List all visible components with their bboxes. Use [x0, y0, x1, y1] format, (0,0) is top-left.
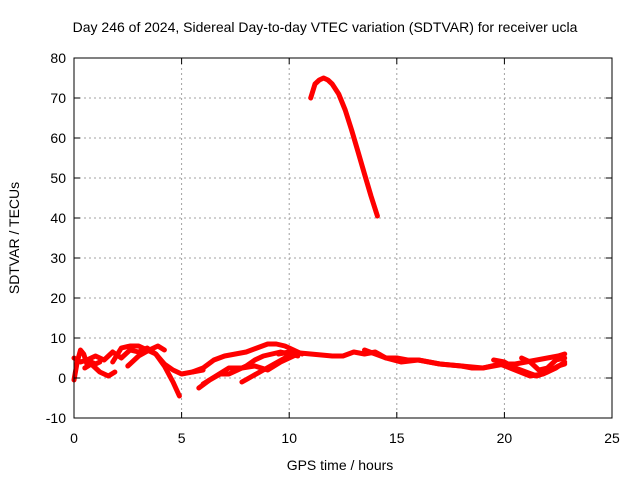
y-tick-label: 50: [50, 170, 66, 186]
series-line-arc-9: [239, 351, 296, 385]
series-line-arc-12: [491, 357, 568, 379]
x-tick-label: 10: [281, 430, 297, 446]
y-tick-label: 70: [50, 90, 66, 106]
y-tick-label: -10: [46, 410, 66, 426]
y-tick-label: 60: [50, 130, 66, 146]
series-line-arc-13: [519, 355, 568, 373]
x-tick-label: 0: [70, 430, 78, 446]
plot-frame: [73, 57, 613, 419]
y-tick-label: 40: [50, 210, 66, 226]
x-tick-label: 25: [604, 430, 620, 446]
chart-title: Day 246 of 2024, Sidereal Day-to-day VTE…: [73, 19, 578, 35]
y-tick-label: 80: [50, 50, 66, 66]
y-tick-label: 0: [58, 370, 66, 386]
y-tick-label: 30: [50, 250, 66, 266]
x-tick-label: 5: [178, 430, 186, 446]
series-line-arc-8: [189, 341, 305, 375]
series-line-arc-5: [125, 343, 167, 369]
x-axis-label: GPS time / hours: [287, 457, 394, 473]
y-tick-label: 10: [50, 330, 66, 346]
series-line-arc-2: [71, 345, 206, 377]
data-series: [71, 75, 568, 399]
y-tick-label: 20: [50, 290, 66, 306]
y-axis-label: SDTVAR / TECUs: [6, 182, 22, 294]
series-line-arc-3: [82, 361, 118, 379]
x-tick-label: 20: [497, 430, 513, 446]
series-line-arc-14: [308, 75, 380, 219]
x-tick-label: 15: [389, 430, 405, 446]
